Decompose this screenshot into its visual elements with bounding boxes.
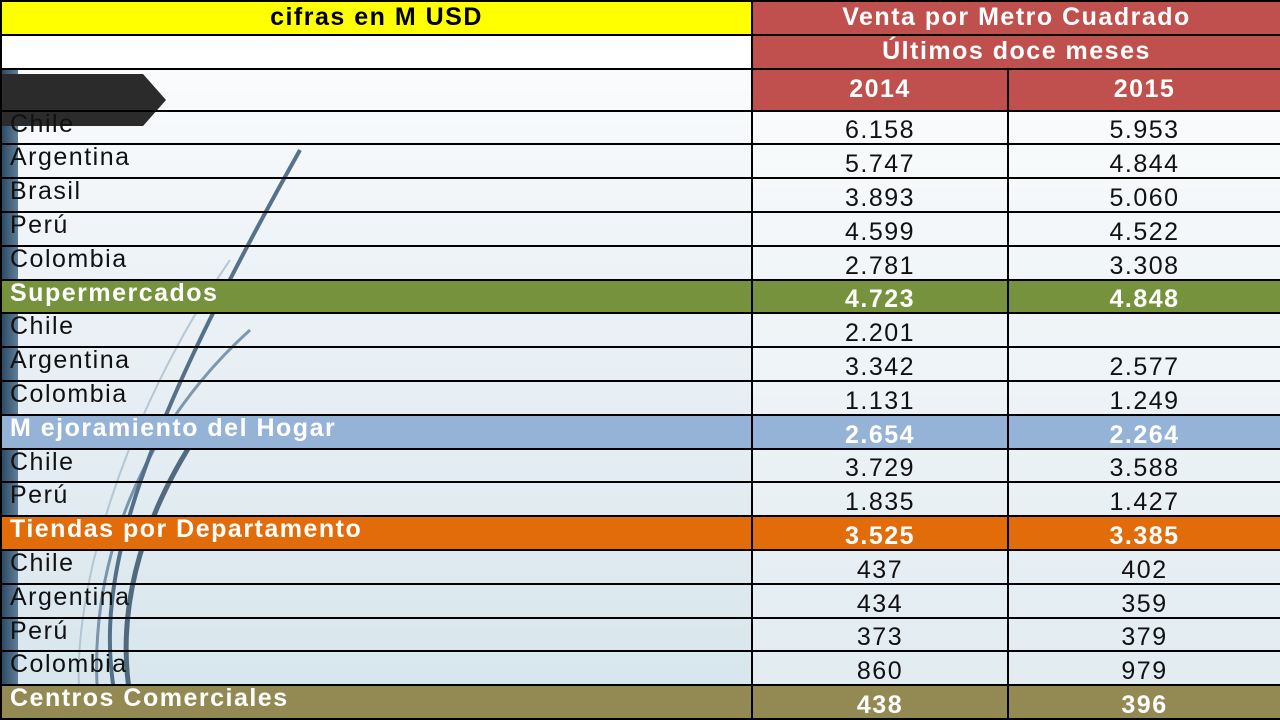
row-label: Colombia: [0, 650, 753, 687]
value-2015: 379: [1006, 616, 1280, 653]
row-label: Argentina: [0, 143, 753, 180]
subtotal-row: M ejoramiento del Hogar 2.654 2.264: [0, 413, 1280, 450]
value-2014: 5.747: [751, 143, 1009, 180]
row-label: Brasil: [0, 177, 753, 213]
header-row-2: Últimos doce meses: [0, 33, 1280, 70]
value-2014: 2.654: [751, 413, 1009, 450]
value-2014: 373: [751, 616, 1009, 653]
value-2014: 3.893: [751, 177, 1009, 213]
value-2015: 3.308: [1006, 244, 1280, 281]
table-row: Chile 3.729 3.588: [0, 447, 1280, 484]
value-2014: 437: [751, 548, 1009, 585]
value-2015: 1.249: [1006, 379, 1280, 416]
value-2015: 4.844: [1006, 143, 1280, 180]
value-2015: 5.060: [1006, 177, 1280, 213]
value-2014: 6.158: [751, 109, 1009, 146]
subtotal-row: Centros Comerciales 438 396: [0, 684, 1280, 720]
value-2014: 4.599: [751, 210, 1009, 247]
subtotal-row: Tiendas por Departamento 3.525 3.385: [0, 515, 1280, 551]
blank-cell: [0, 33, 753, 70]
row-label: Perú: [0, 210, 753, 247]
row-label: Argentina: [0, 582, 753, 619]
row-label: M ejoramiento del Hogar: [0, 413, 753, 450]
row-label: Chile: [0, 109, 753, 146]
value-2015: 4.848: [1006, 278, 1280, 315]
table-row: Perú 1.835 1.427: [0, 481, 1280, 518]
value-2015: 1.427: [1006, 481, 1280, 518]
value-2014: 1.835: [751, 481, 1009, 518]
row-label: Chile: [0, 447, 753, 484]
table-row: Chile 437 402: [0, 548, 1280, 585]
table-row: Perú 4.599 4.522: [0, 210, 1280, 247]
value-2015: 979: [1006, 650, 1280, 687]
table-row: Argentina 434 359: [0, 582, 1280, 619]
value-2014: 434: [751, 582, 1009, 619]
value-2015: [1006, 312, 1280, 349]
row-label: Argentina: [0, 346, 753, 382]
table-row: Argentina 5.747 4.844: [0, 143, 1280, 180]
arrow-cell: [0, 67, 753, 112]
year-2014-header: 2014: [751, 67, 1009, 112]
value-2015: 402: [1006, 548, 1280, 585]
table-row: Brasil 3.893 5.060: [0, 177, 1280, 213]
row-label: Centros Comerciales: [0, 684, 753, 720]
table-row: Argentina 3.342 2.577: [0, 346, 1280, 382]
row-label: Chile: [0, 312, 753, 349]
table-row: Colombia 1.131 1.249: [0, 379, 1280, 416]
table-row: Colombia 2.781 3.308: [0, 244, 1280, 281]
value-2014: 860: [751, 650, 1009, 687]
row-label: Tiendas por Departamento: [0, 515, 753, 551]
table-row: Chile 6.158 5.953: [0, 109, 1280, 146]
value-2015: 2.577: [1006, 346, 1280, 382]
year-2015-header: 2015: [1006, 67, 1280, 112]
value-2015: 4.522: [1006, 210, 1280, 247]
value-2014: 2.201: [751, 312, 1009, 349]
row-label: Colombia: [0, 379, 753, 416]
value-2014: 4.723: [751, 278, 1009, 315]
value-2015: 5.953: [1006, 109, 1280, 146]
units-label: cifras en M USD: [0, 0, 753, 36]
value-2014: 2.781: [751, 244, 1009, 281]
row-label: Supermercados: [0, 278, 753, 315]
table-row: Colombia 860 979: [0, 650, 1280, 687]
value-2014: 438: [751, 684, 1009, 720]
value-2015: 359: [1006, 582, 1280, 619]
header-row-1: cifras en M USD Venta por Metro Cuadrado: [0, 0, 1280, 36]
table-title: Venta por Metro Cuadrado: [750, 0, 1280, 36]
row-label: Perú: [0, 616, 753, 653]
value-2015: 3.385: [1006, 515, 1280, 551]
table-subtitle: Últimos doce meses: [750, 33, 1280, 70]
value-2015: 2.264: [1006, 413, 1280, 450]
value-2015: 3.588: [1006, 447, 1280, 484]
row-label: Colombia: [0, 244, 753, 281]
header-row-3: 2014 2015: [0, 67, 1280, 112]
value-2014: 3.525: [751, 515, 1009, 551]
table-row: Perú 373 379: [0, 616, 1280, 653]
value-2014: 3.729: [751, 447, 1009, 484]
value-2014: 1.131: [751, 379, 1009, 416]
value-2015: 396: [1006, 684, 1280, 720]
subtotal-row: Supermercados 4.723 4.848: [0, 278, 1280, 315]
value-2014: 3.342: [751, 346, 1009, 382]
row-label: Chile: [0, 548, 753, 585]
table-row: Chile 2.201: [0, 312, 1280, 349]
row-label: Perú: [0, 481, 753, 518]
